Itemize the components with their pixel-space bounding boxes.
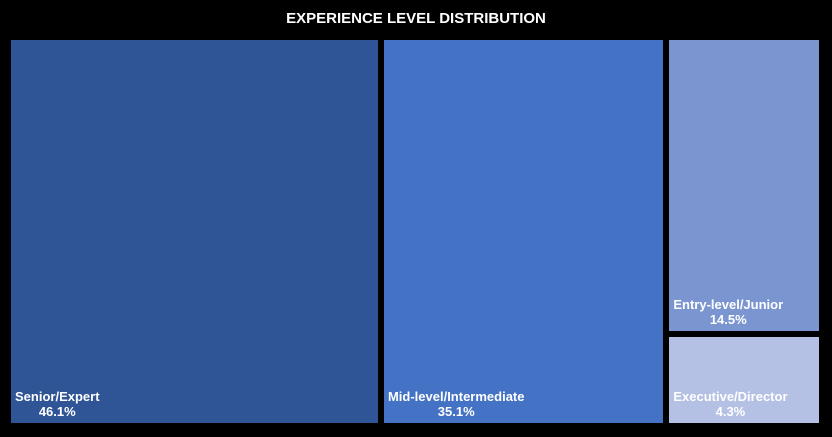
tile-percent: 4.3%	[715, 403, 746, 419]
tile-percent: 35.1%	[437, 404, 475, 419]
tile-name: Senior/Expert	[15, 389, 100, 404]
chart-title: EXPERIENCE LEVEL DISTRIBUTION	[286, 10, 546, 27]
tile-percent: 14.5%	[709, 311, 747, 327]
tile-label: Entry-level/Junior 14.5%	[673, 297, 815, 327]
tile-name: Executive/Director	[673, 388, 788, 404]
tile-percent: 46.1%	[38, 404, 76, 419]
tile-label: Senior/Expert 46.1%	[15, 389, 374, 419]
tile-label: Executive/Director 4.3%	[673, 389, 815, 419]
tile-mid-level-intermediate: Mid-level/Intermediate 35.1%	[383, 40, 664, 423]
tile-entry-level-junior: Entry-level/Junior 14.5%	[669, 40, 819, 331]
tile-name: Mid-level/Intermediate	[387, 389, 525, 404]
tile-executive-director: Executive/Director 4.3%	[669, 336, 819, 423]
tile-senior-expert: Senior/Expert 46.1%	[11, 40, 378, 423]
tile-label: Mid-level/Intermediate 35.1%	[388, 389, 659, 419]
tile-name: Entry-level/Junior	[673, 296, 784, 312]
